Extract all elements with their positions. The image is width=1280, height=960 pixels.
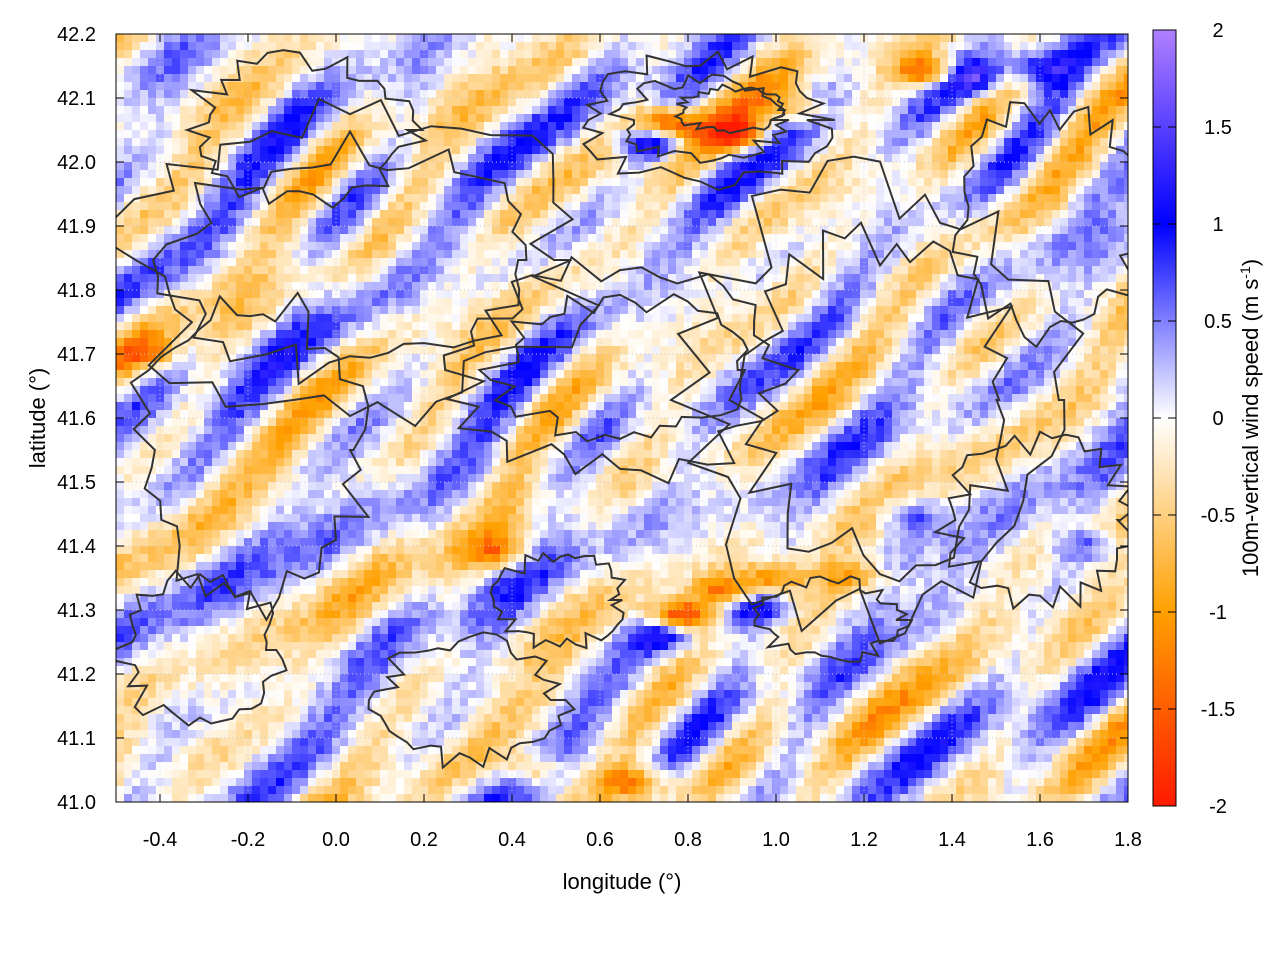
x-tick-label: 1.8 bbox=[1114, 829, 1142, 851]
x-tick-label: 1.2 bbox=[850, 829, 878, 851]
contour-line bbox=[151, 129, 528, 386]
y-tick-label: 41.8 bbox=[57, 280, 96, 302]
y-tick-label: 41.6 bbox=[57, 408, 96, 430]
y-tick-label: 41.9 bbox=[57, 216, 96, 238]
x-tick-label: 0.4 bbox=[498, 829, 526, 851]
contour-line bbox=[752, 575, 914, 663]
x-tick-label: 1.6 bbox=[1026, 829, 1054, 851]
y-axis-ticks: 41.0 41.1 41.2 41.3 41.4 41.5 41.6 41.7 41.8 41.9… bbox=[57, 24, 1128, 814]
colorbar-ticks: 2 1.5 1 0.5 0 -0.5 -1 -1.5 -2 bbox=[1153, 20, 1235, 818]
x-tick-label: 1.4 bbox=[938, 829, 966, 851]
x-tick-label: -0.2 bbox=[231, 829, 265, 851]
y-tick-label: 41.5 bbox=[57, 472, 96, 494]
x-tick-label: 0.6 bbox=[586, 829, 614, 851]
y-tick-label: 41.4 bbox=[57, 536, 96, 558]
colorbar-tick-label: 2 bbox=[1212, 20, 1223, 42]
contour-line bbox=[668, 155, 1085, 645]
x-tick-label: -0.4 bbox=[143, 829, 177, 851]
contour-line bbox=[116, 569, 288, 727]
colorbar-tick-label: 1.5 bbox=[1204, 117, 1232, 139]
x-axis-label: longitude (°) bbox=[563, 869, 682, 894]
x-axis-ticks: -0.4 -0.2 0.0 0.2 0.4 0.6 0.8 1.0 1.2 1.4 1.6 1.8 bbox=[143, 34, 1142, 851]
y-tick-label: 41.2 bbox=[57, 664, 96, 686]
colorbar-tick-label: 0.5 bbox=[1204, 311, 1232, 333]
colorbar-tick-label: 0 bbox=[1212, 408, 1223, 430]
contour-line bbox=[489, 551, 627, 650]
colorbar-tick-label: -1 bbox=[1209, 602, 1227, 624]
contour-line bbox=[367, 631, 577, 770]
contour-line bbox=[951, 101, 1128, 349]
contour-line bbox=[129, 291, 371, 622]
y-tick-label: 41.1 bbox=[57, 728, 96, 750]
terrain-contours bbox=[116, 49, 1128, 770]
colorbar-tick-label: -0.5 bbox=[1201, 505, 1235, 527]
x-tick-label: 0.2 bbox=[410, 829, 438, 851]
colorbar-tick-label: -2 bbox=[1209, 796, 1227, 818]
colorbar-tick-label: 1 bbox=[1212, 214, 1223, 236]
y-tick-label: 41.0 bbox=[57, 792, 96, 814]
y-tick-label: 41.7 bbox=[57, 344, 96, 366]
x-tick-label: 1.0 bbox=[762, 829, 790, 851]
contour-line bbox=[477, 293, 750, 443]
y-axis-label: latitude (°) bbox=[25, 368, 50, 469]
contour-line bbox=[184, 49, 429, 210]
colorbar-label: 100m-vertical wind speed (m s-1) bbox=[1237, 259, 1263, 577]
colorbar-tick-label: -1.5 bbox=[1201, 699, 1235, 721]
x-tick-label: 0.0 bbox=[322, 829, 350, 851]
contour-line bbox=[932, 430, 1128, 611]
contour-line bbox=[442, 255, 801, 485]
y-tick-label: 42.0 bbox=[57, 152, 96, 174]
x-tick-label: 0.8 bbox=[674, 829, 702, 851]
contour-line bbox=[673, 83, 787, 135]
y-tick-label: 42.1 bbox=[57, 88, 96, 110]
y-tick-label: 42.2 bbox=[57, 24, 96, 46]
contour-line bbox=[581, 50, 835, 191]
y-tick-label: 41.3 bbox=[57, 600, 96, 622]
